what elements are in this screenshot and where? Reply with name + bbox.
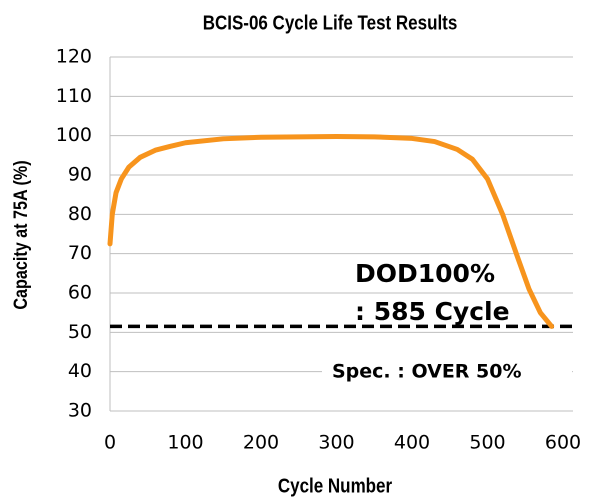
y-tick-label: 100 — [56, 124, 92, 146]
annotation: : 585 Cycle — [355, 297, 510, 326]
y-tick-label: 50 — [68, 321, 92, 343]
x-axis-label: Cycle Number — [278, 474, 392, 497]
y-tick-label: 70 — [68, 242, 92, 264]
y-tick-label: 40 — [68, 360, 92, 382]
annotation: DOD100% — [355, 259, 495, 288]
x-tick-label: 0 — [104, 432, 116, 454]
y-tick-label: 60 — [68, 282, 92, 304]
annotation: Spec. : OVER 50% — [332, 361, 522, 383]
x-tick-label: 400 — [394, 432, 430, 454]
x-tick-label: 100 — [167, 432, 203, 454]
chart-title: BCIS-06 Cycle Life Test Results — [203, 11, 458, 34]
x-tick-label: 600 — [545, 432, 581, 454]
y-tick-label: 120 — [56, 46, 92, 68]
y-tick-label: 90 — [68, 164, 92, 186]
y-tick-label: 80 — [68, 203, 92, 225]
y-axis-label: Capacity at 75A (%) — [10, 160, 32, 309]
annotation-box — [322, 355, 572, 389]
line — [107, 133, 555, 329]
x-tick-label: 200 — [243, 432, 279, 454]
x-tick-label: 500 — [469, 432, 505, 454]
y-tick-label: 110 — [56, 85, 92, 107]
x-tick-label: 300 — [318, 432, 354, 454]
y-tick-label: 30 — [68, 400, 92, 422]
